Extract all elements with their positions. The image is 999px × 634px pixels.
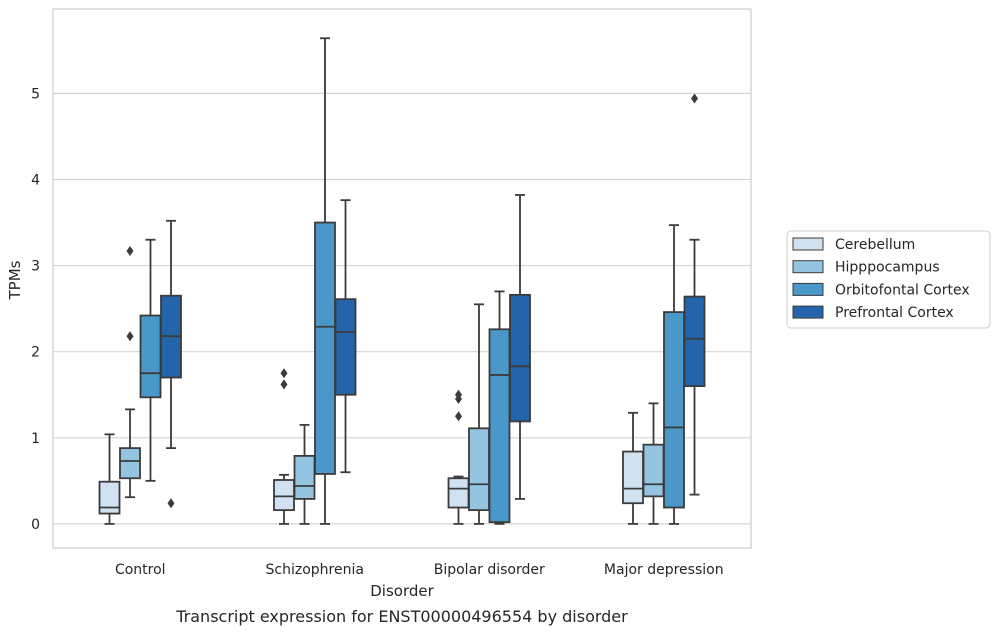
y-tick-label: 5 <box>31 86 40 102</box>
box-1-0 <box>273 368 295 525</box>
x-tick-label: Bipolar disorder <box>434 562 545 578</box>
box-3-2 <box>663 224 685 525</box>
box-0-0 <box>98 433 121 525</box>
chart-caption: Transcript expression for ENST0000049655… <box>175 607 628 626</box>
y-tick-label: 0 <box>31 517 40 533</box>
box-2-0 <box>447 389 470 525</box>
box-body <box>447 477 470 509</box>
outlier-marker <box>691 93 698 104</box>
legend-label: Orbitofontal Cortex <box>835 282 970 298</box>
box-0-1 <box>119 245 141 499</box>
plot-frame <box>52 8 752 549</box>
box-body <box>622 450 644 505</box>
outlier-marker <box>280 368 288 379</box>
box-2-2 <box>488 290 511 525</box>
box-body <box>468 427 490 512</box>
y-axis-label: TPMs <box>6 260 24 300</box>
legend-swatch <box>792 282 824 296</box>
box-3-0 <box>622 411 644 525</box>
outlier-marker <box>167 498 175 509</box>
legend: Cerebellum Hipppocampus Orbitofontal Corte… <box>786 230 991 329</box>
x-tick-label: Major depression <box>604 562 724 578</box>
box-body <box>334 298 357 396</box>
legend-label: Cerebellum <box>835 237 915 253</box>
box-0-2 <box>139 238 162 482</box>
box-body <box>293 454 316 500</box>
y-tick-label: 2 <box>31 345 40 361</box>
box-body <box>273 479 295 512</box>
box-2-1 <box>468 303 490 525</box>
x-axis-label: Disorder <box>370 582 434 600</box>
box-0-3 <box>160 219 182 509</box>
y-tick-label: 4 <box>31 172 40 188</box>
box-body <box>509 293 531 423</box>
legend-swatch <box>792 305 824 319</box>
box-body <box>663 311 685 509</box>
x-tick-labels: Control Schizophrenia Bipolar disorder Majo… <box>115 562 724 578</box>
legend-label: Prefrontal Cortex <box>835 305 954 321</box>
box-3-3 <box>683 93 706 496</box>
box-1-2 <box>314 37 336 525</box>
legend-swatch <box>792 237 824 251</box>
box-body <box>139 314 162 399</box>
legend-label: Hipppocampus <box>835 260 940 276</box>
box-body <box>314 221 336 475</box>
outlier-marker <box>455 389 462 400</box>
y-tick-label: 1 <box>31 431 40 447</box>
legend-swatch <box>792 260 824 274</box>
box-2-3 <box>509 194 531 500</box>
x-tick-label: Schizophrenia <box>266 562 364 578</box>
box-3-1 <box>642 402 665 525</box>
outlier-marker <box>280 379 288 390</box>
y-tick-label: 3 <box>31 259 40 275</box>
box-body <box>488 328 511 524</box>
outlier-marker <box>455 411 462 422</box>
outlier-marker <box>126 245 134 256</box>
box-1-1 <box>293 423 316 525</box>
box-body <box>119 447 141 480</box>
box-body <box>683 295 706 388</box>
x-tick-label: Control <box>115 562 166 578</box>
y-tick-labels: 0 1 2 3 4 5 <box>31 86 40 533</box>
outlier-marker <box>126 331 134 342</box>
legend-frame <box>786 230 991 329</box>
box-body <box>98 480 121 515</box>
box-1-3 <box>334 199 357 474</box>
box-body <box>642 443 665 498</box>
boxes <box>98 37 706 525</box>
